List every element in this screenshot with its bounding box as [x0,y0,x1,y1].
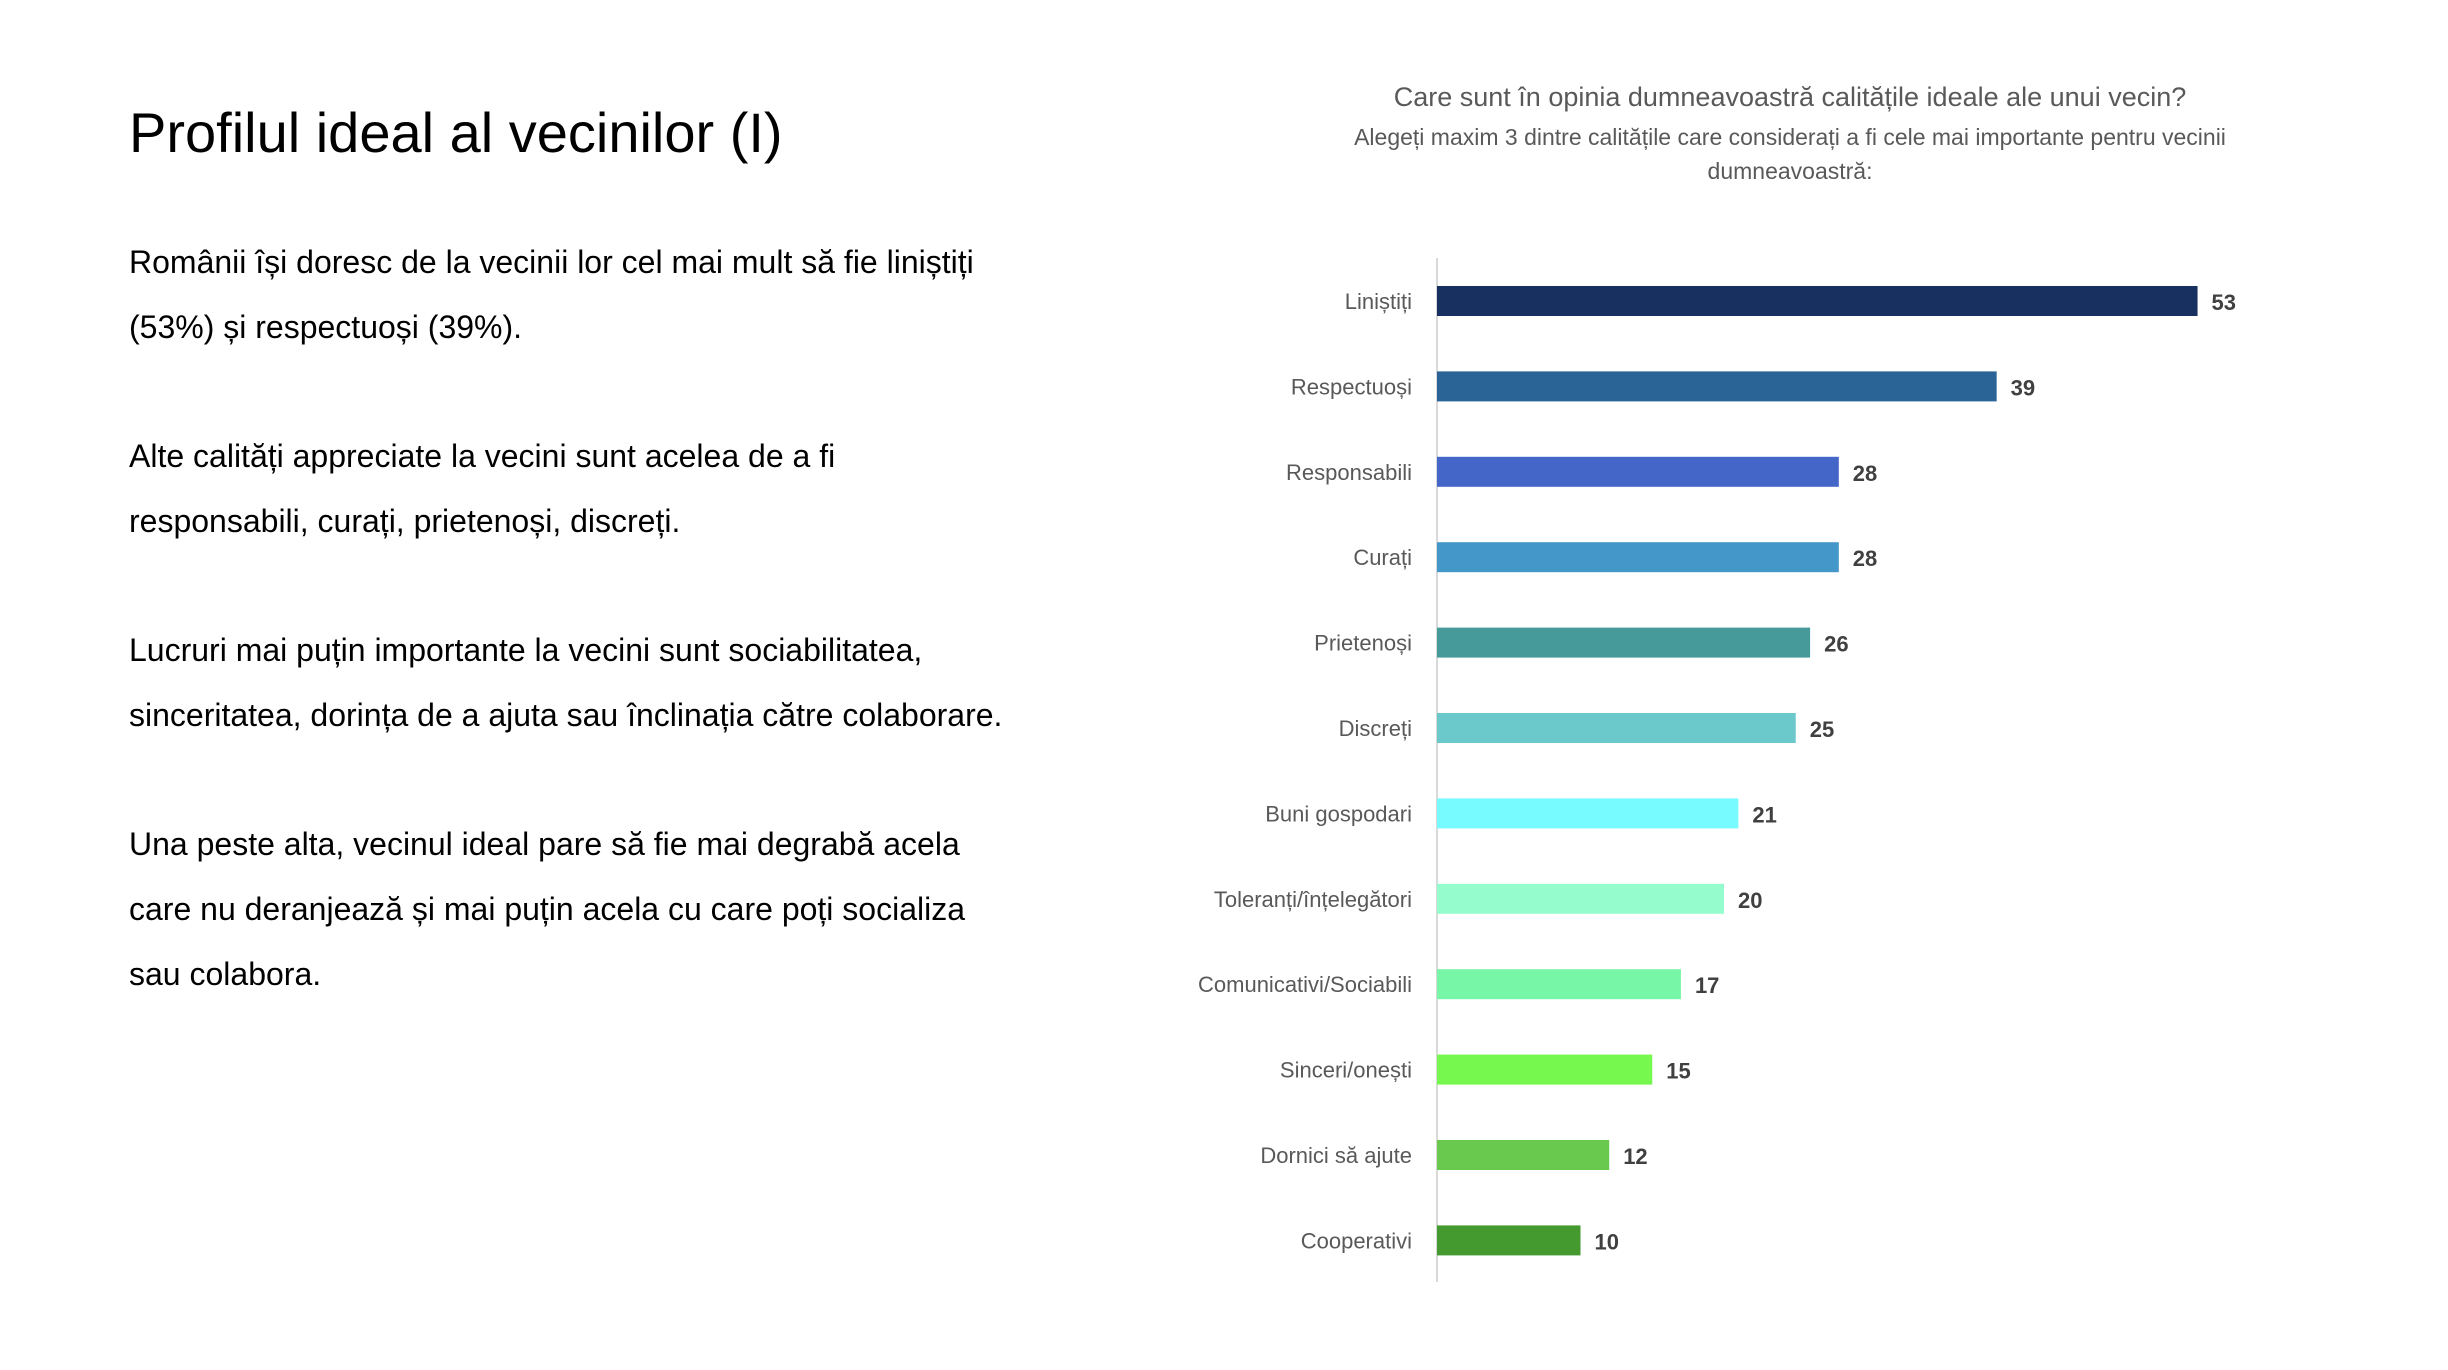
paragraph-1: Românii își doresc de la vecinii lor cel… [129,244,974,345]
bar-3 [1437,456,1839,487]
bar-4 [1437,542,1839,573]
bar-11 [1437,1140,1610,1170]
category-label-6: Discreți [1339,716,1412,741]
bar-5 [1437,627,1811,658]
category-label-7: Buni gospodari [1265,801,1412,826]
data-label-2: 39 [2011,375,2035,400]
data-label-12: 10 [1595,1229,1619,1254]
category-label-11: Dornici să ajute [1260,1143,1412,1168]
data-label-4: 28 [1853,546,1877,571]
category-label-2: Respectuoși [1291,374,1412,399]
chart-subtitle: Alegeți maxim 3 dintre calitățile care c… [1354,124,2226,184]
bar-7 [1437,798,1739,829]
category-label-5: Prietenoși [1314,631,1412,656]
body-text: Românii își doresc de la vecinii lor cel… [129,230,1009,1071]
data-label-5: 26 [1824,632,1848,657]
bar-6 [1437,713,1796,743]
data-label-8: 20 [1738,888,1762,913]
data-label-3: 28 [1853,461,1877,486]
paragraph-3: Lucruri mai puțin importante la vecini s… [129,632,1003,733]
bar-2 [1437,371,1997,402]
category-label-9: Comunicativi/Sociabili [1198,972,1412,997]
data-label-6: 25 [1810,717,1834,742]
data-label-7: 21 [1752,802,1776,827]
slide-title: Profilul ideal al vecinilor (I) [129,101,783,164]
category-label-8: Toleranți/înțelegători [1214,887,1412,912]
paragraph-4: Una peste alta, vecinul ideal pare să fi… [129,826,966,992]
data-label-11: 12 [1623,1144,1647,1169]
bar-9 [1437,969,1681,1000]
data-label-1: 53 [2212,290,2236,315]
bar-12 [1437,1225,1581,1256]
category-label-10: Sinceri/onești [1280,1058,1412,1083]
category-label-3: Responsabili [1286,460,1412,485]
category-label-12: Cooperativi [1301,1228,1412,1253]
bar-8 [1437,883,1724,914]
bar-10 [1437,1054,1653,1085]
paragraph-2: Alte calități appreciate la vecini sunt … [129,438,836,539]
data-label-10: 15 [1666,1059,1690,1084]
category-label-4: Curați [1353,545,1412,570]
bar-1 [1437,286,2198,316]
category-label-1: Liniștiți [1345,289,1412,314]
data-label-9: 17 [1695,973,1719,998]
chart-title: Care sunt în opinia dumneavoastră calită… [1393,82,2187,112]
